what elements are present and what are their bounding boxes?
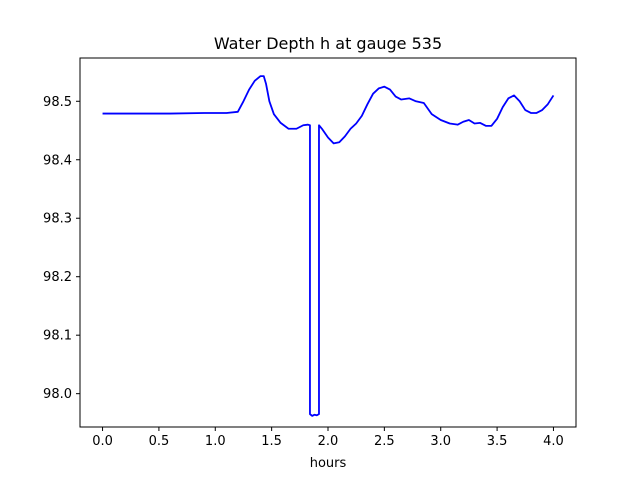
x-tick-label: 0.0 <box>92 434 113 449</box>
x-tick-label: 0.5 <box>149 434 170 449</box>
chart-title: Water Depth h at gauge 535 <box>214 34 442 53</box>
x-tick-label: 3.0 <box>430 434 451 449</box>
y-tick-label: 98.1 <box>43 329 72 344</box>
series-layer <box>102 75 555 417</box>
y-axis: 98.0 98.1 98.2 98.3 98.4 98.5 <box>43 95 80 402</box>
y-tick-label: 98.0 <box>43 387 72 402</box>
y-tick-label: 98.4 <box>43 153 72 168</box>
x-tick-label: 2.0 <box>318 434 339 449</box>
x-tick-label: 1.5 <box>261 434 282 449</box>
x-tick-label: 4.0 <box>543 434 564 449</box>
x-tick-label: 3.5 <box>487 434 508 449</box>
x-tick-label: 1.0 <box>205 434 226 449</box>
y-tick-label: 98.5 <box>43 95 72 110</box>
series-line-1 <box>102 75 555 417</box>
x-axis: 0.0 0.5 1.0 1.5 2.0 2.5 3.0 3.5 4.0 <box>92 427 564 449</box>
x-tick-label: 2.5 <box>374 434 395 449</box>
y-tick-label: 98.2 <box>43 270 72 285</box>
x-axis-label: hours <box>310 456 347 471</box>
y-tick-label: 98.3 <box>43 212 72 227</box>
